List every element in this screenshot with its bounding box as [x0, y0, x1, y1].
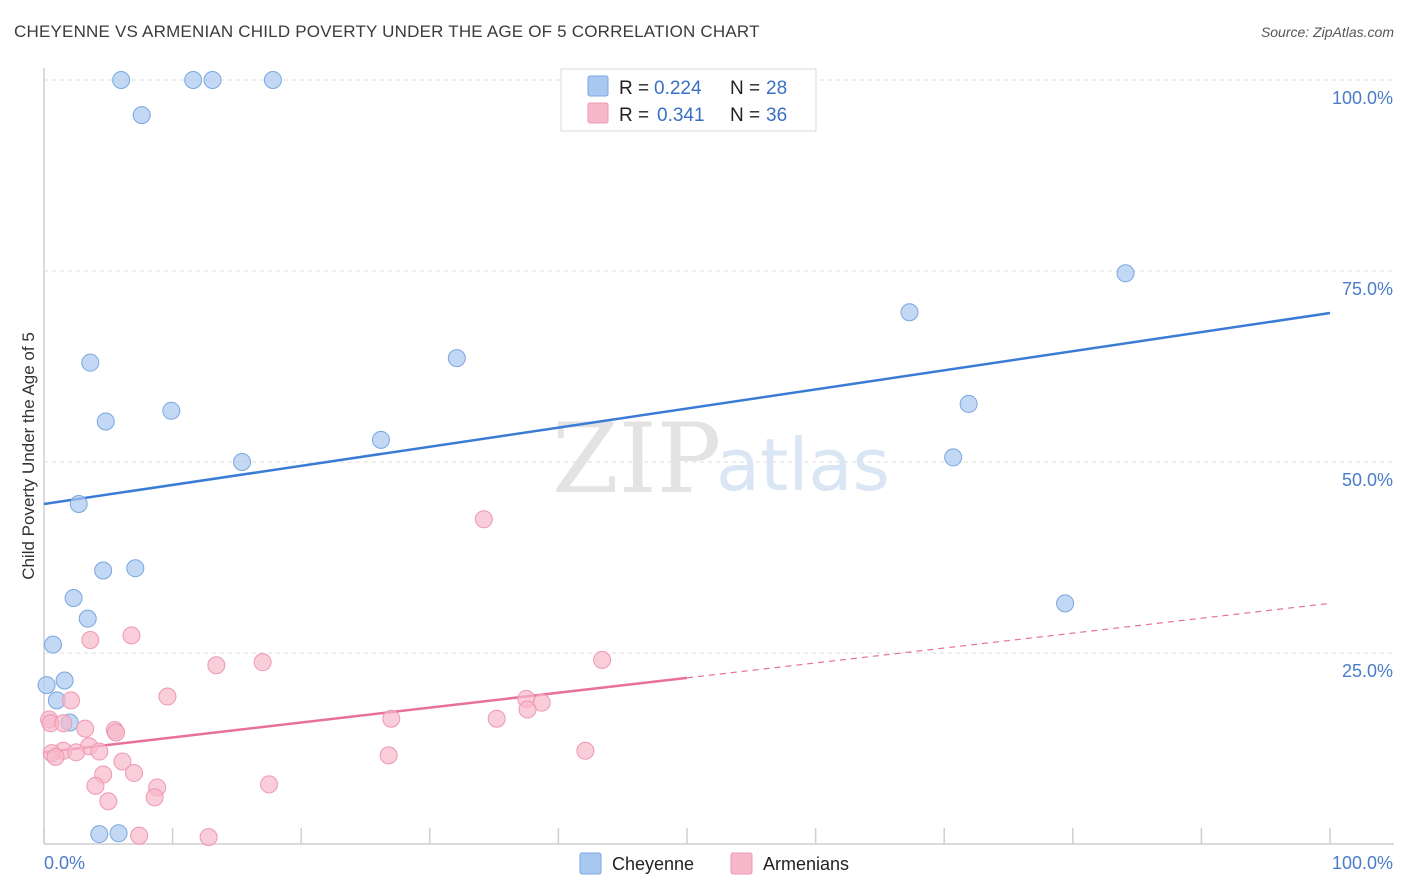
point-armenians	[145, 788, 164, 807]
legend-n-value: 36	[766, 105, 787, 126]
data-points	[37, 71, 1135, 847]
point-cheyenne	[162, 401, 181, 420]
point-cheyenne	[69, 495, 88, 514]
trend-lines	[43, 311, 1331, 754]
stats-legend: R = 0.224 N = 28 R = 0.341 N = 36	[560, 68, 817, 132]
legend-n-label: N =	[730, 78, 760, 99]
point-armenians	[76, 719, 95, 738]
series-legend: Cheyenne Armenians	[579, 852, 849, 875]
legend-r-label: R =	[619, 105, 649, 126]
watermark-zip: ZIP	[552, 403, 721, 515]
point-cheyenne	[112, 71, 131, 89]
point-cheyenne	[944, 448, 963, 467]
point-cheyenne	[447, 349, 466, 368]
point-armenians	[67, 743, 86, 762]
trend-line-extension	[686, 602, 1331, 679]
point-armenians	[260, 775, 279, 794]
point-armenians	[158, 687, 177, 706]
legend-n-label: N =	[730, 105, 760, 126]
legend-r-value: 0.224	[654, 78, 702, 99]
point-cheyenne	[96, 412, 115, 431]
point-armenians	[125, 763, 144, 782]
point-cheyenne	[132, 106, 151, 125]
trend-line-armenians	[43, 676, 688, 754]
point-armenians	[107, 723, 126, 742]
point-armenians	[62, 691, 81, 710]
point-armenians	[54, 714, 73, 733]
point-cheyenne	[94, 561, 113, 580]
point-armenians	[81, 631, 100, 650]
legend-r-value: 0.341	[657, 105, 705, 126]
point-cheyenne	[37, 676, 56, 695]
y-tick-labels: 100.0% 75.0% 50.0% 25.0%	[1332, 88, 1393, 681]
x-tick-label-min: 0.0%	[44, 853, 85, 873]
y-tick-label: 50.0%	[1342, 470, 1393, 490]
grid-lines	[44, 79, 1394, 654]
point-cheyenne	[184, 71, 203, 89]
point-cheyenne	[263, 71, 282, 89]
point-cheyenne	[55, 671, 74, 690]
point-cheyenne	[371, 430, 390, 449]
point-armenians	[253, 653, 272, 672]
y-tick-label: 25.0%	[1342, 661, 1393, 681]
watermark: ZIP atlas	[552, 403, 890, 515]
point-armenians	[487, 709, 506, 728]
y-axis-title: Child Poverty Under the Age of 5	[19, 332, 38, 580]
legend-swatch-cheyenne	[579, 852, 602, 875]
point-armenians	[474, 510, 493, 529]
y-tick-label: 75.0%	[1342, 279, 1393, 299]
point-cheyenne	[90, 825, 109, 844]
point-armenians	[199, 828, 218, 847]
point-cheyenne	[109, 824, 128, 843]
point-armenians	[122, 626, 141, 645]
legend-r-label: R =	[619, 78, 649, 99]
watermark-atlas: atlas	[716, 423, 890, 507]
x-tick-label-max: 100.0%	[1332, 853, 1393, 873]
point-armenians	[86, 776, 105, 795]
point-cheyenne	[81, 353, 100, 372]
point-cheyenne	[203, 71, 222, 89]
point-armenians	[382, 709, 401, 728]
point-armenians	[46, 747, 65, 766]
chart-title: CHEYENNE VS ARMENIAN CHILD POVERTY UNDER…	[14, 22, 760, 41]
point-armenians	[90, 742, 109, 761]
source-credit: Source: ZipAtlas.com	[1260, 24, 1394, 40]
point-armenians	[130, 826, 149, 845]
point-cheyenne	[900, 303, 919, 322]
legend-label-armenians: Armenians	[763, 854, 849, 874]
point-cheyenne	[78, 609, 97, 628]
point-cheyenne	[44, 635, 63, 654]
legend-swatch-cheyenne	[587, 75, 609, 97]
y-tick-label: 100.0%	[1332, 88, 1393, 108]
point-armenians	[99, 792, 118, 811]
point-armenians	[379, 746, 398, 765]
point-armenians	[518, 700, 537, 719]
point-armenians	[113, 752, 132, 771]
point-cheyenne	[126, 559, 145, 578]
legend-swatch-armenians	[730, 852, 753, 875]
legend-n-value: 28	[766, 78, 787, 99]
legend-label-cheyenne: Cheyenne	[612, 854, 694, 874]
point-cheyenne	[959, 394, 978, 413]
point-armenians	[576, 741, 595, 760]
x-ticks	[43, 828, 1331, 844]
point-cheyenne	[64, 588, 83, 607]
trend-line-cheyenne	[43, 311, 1331, 506]
legend-swatch-armenians	[587, 102, 609, 124]
point-armenians	[207, 656, 226, 675]
point-cheyenne	[1116, 264, 1135, 283]
point-armenians	[593, 650, 612, 669]
point-cheyenne	[1056, 594, 1075, 613]
point-cheyenne	[233, 453, 252, 471]
